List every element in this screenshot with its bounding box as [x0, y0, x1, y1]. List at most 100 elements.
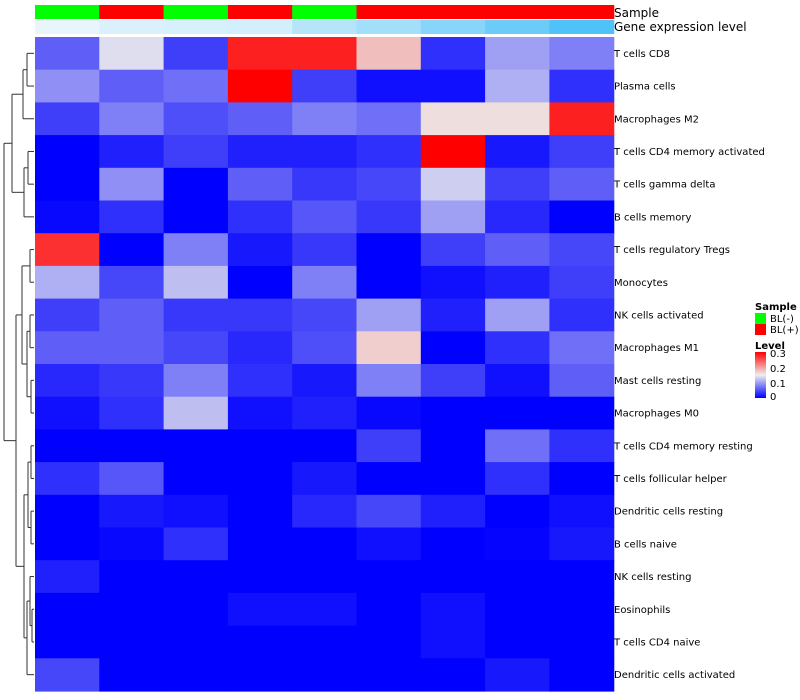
heatmap-cell: [420, 462, 486, 496]
heatmap-cell: [549, 462, 615, 496]
heatmap-cell: [356, 69, 422, 103]
heatmap-cell: [549, 625, 615, 659]
heatmap-cell: [35, 592, 100, 627]
heatmap-cell: [99, 560, 165, 594]
heatmap-cell: [356, 233, 422, 267]
heatmap-cell: [485, 462, 550, 496]
heatmap-cell: [227, 462, 293, 496]
row-label: Macrophages M0: [614, 409, 699, 420]
heatmap-cell: [99, 200, 165, 234]
sample-annotation-cell: [420, 5, 486, 19]
expression-annotation-label: Gene expression level: [614, 20, 747, 34]
heatmap-cell: [35, 658, 100, 692]
expression-annotation-cell: [35, 20, 100, 34]
sample-annotation-cell: [485, 5, 550, 19]
legend: Sample BL(-) BL(+) Level 0.3 0.2 0.1 0: [755, 302, 799, 403]
heatmap-cell: [99, 429, 165, 463]
heatmap-cell: [292, 233, 358, 267]
heatmap-cell: [99, 494, 165, 529]
heatmap-cell: [292, 298, 358, 332]
row-dendrogram: [3, 52, 34, 676]
heatmap-cell: [292, 494, 358, 529]
row-label: Dendritic cells activated: [614, 670, 735, 681]
legend-level-tick: 0.2: [770, 364, 786, 375]
heatmap-cell: [99, 364, 165, 398]
heatmap-cell: [35, 429, 100, 463]
row-label: NK cells resting: [614, 572, 691, 583]
heatmap-cell: [549, 37, 615, 71]
heatmap-cell: [485, 298, 550, 332]
legend-level-tick: 0.3: [770, 349, 786, 360]
heatmap-cell: [99, 102, 165, 136]
heatmap-cell: [485, 429, 550, 463]
heatmap-cell: [356, 37, 422, 71]
heatmap-cell: [35, 364, 100, 398]
heatmap-cell: [227, 167, 293, 202]
heatmap-cell: [485, 69, 550, 103]
heatmap-cell: [356, 364, 422, 398]
heatmap-cell: [35, 494, 100, 529]
heatmap-cell: [99, 527, 165, 561]
heatmap-cell: [292, 396, 358, 430]
heatmap-cells: [35, 37, 615, 692]
heatmap-cell: [227, 396, 293, 430]
sample-annotation-label: Sample: [614, 6, 659, 20]
heatmap-cell: [420, 69, 486, 103]
heatmap-cell: [292, 167, 358, 202]
heatmap-cell: [163, 592, 229, 627]
heatmap-cell: [420, 429, 486, 463]
sample-annotation-cell: [292, 5, 358, 19]
sample-annotation-cell: [99, 5, 165, 19]
heatmap-cell: [227, 331, 293, 365]
expression-annotation-cell: [549, 20, 615, 34]
heatmap-cell: [99, 462, 165, 496]
heatmap-cell: [35, 462, 100, 496]
heatmap-cell: [549, 560, 615, 594]
heatmap-cell: [227, 494, 293, 529]
heatmap-cell: [292, 200, 358, 234]
heatmap-cell: [227, 527, 293, 561]
heatmap-cell: [163, 298, 229, 332]
heatmap-cell: [227, 102, 293, 136]
heatmap-cell: [99, 331, 165, 365]
legend-label-bl-neg: BL(-): [770, 314, 794, 325]
heatmap-cell: [292, 69, 358, 103]
heatmap-cell: [292, 625, 358, 659]
heatmap-cell: [420, 37, 486, 71]
heatmap-cell: [99, 396, 165, 430]
heatmap-cell: [356, 527, 422, 561]
heatmap-cell: [420, 592, 486, 627]
expression-annotation-cell: [99, 20, 165, 34]
heatmap-cell: [292, 265, 358, 300]
heatmap-cell: [549, 331, 615, 365]
legend-swatch-bl-pos: [755, 324, 766, 335]
heatmap-cell: [99, 233, 165, 267]
heatmap-cell: [549, 265, 615, 300]
row-labels: T cells CD8 Plasma cells Macrophages M2 T c…: [613, 49, 765, 681]
sample-annotation-bar: [35, 5, 615, 19]
heatmap-cell: [485, 560, 550, 594]
heatmap-cell: [35, 37, 100, 71]
heatmap-cell: [292, 102, 358, 136]
heatmap-cell: [35, 69, 100, 103]
heatmap-cell: [420, 298, 486, 332]
sample-annotation-cell: [35, 5, 100, 19]
legend-level-tick: 0: [770, 392, 776, 403]
heatmap-cell: [549, 102, 615, 136]
heatmap-cell: [99, 658, 165, 692]
heatmap-cell: [99, 592, 165, 627]
heatmap-cell: [227, 37, 293, 71]
heatmap-cell: [485, 200, 550, 234]
heatmap-cell: [549, 200, 615, 234]
sample-annotation-cell: [227, 5, 293, 19]
heatmap-cell: [549, 167, 615, 202]
heatmap-cell: [35, 135, 100, 169]
heatmap-cell: [35, 200, 100, 234]
heatmap-cell: [99, 37, 165, 71]
heatmap-cell: [420, 560, 486, 594]
heatmap-cell: [485, 37, 550, 71]
heatmap-cell: [420, 233, 486, 267]
heatmap-cell: [35, 265, 100, 300]
heatmap-cell: [292, 364, 358, 398]
heatmap-cell: [420, 494, 486, 529]
